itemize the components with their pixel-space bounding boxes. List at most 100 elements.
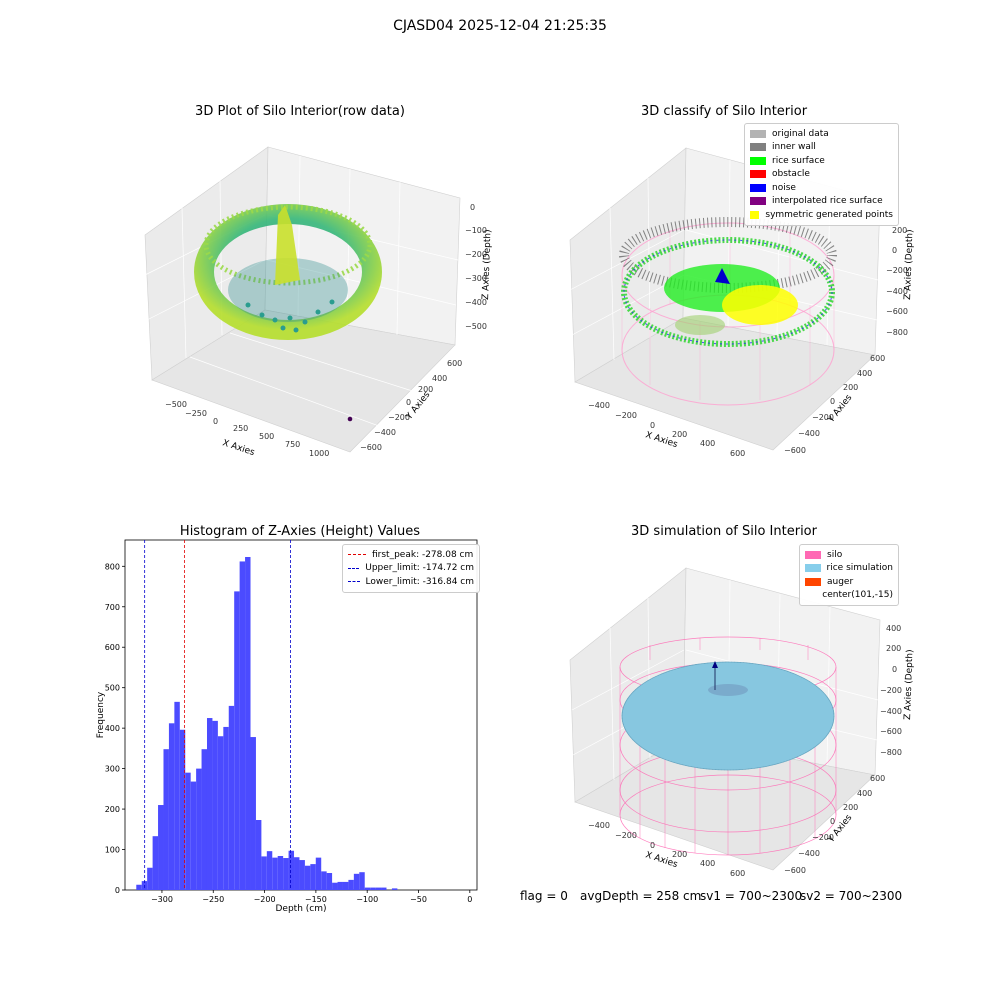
classify-legend-label-symmetric: symmetric generated points [765, 209, 893, 220]
sv1-status: sv1 = 700~2300 [700, 889, 803, 903]
raw-z-tick-4: −400 [465, 298, 487, 307]
simulation-x-tick-3: 200 [672, 850, 687, 859]
raw-z-tick-0: 0 [470, 203, 475, 212]
histogram-reference-lines [144, 540, 291, 890]
classify-x-tick-5: 600 [730, 449, 745, 458]
simulation-legend-label-center: center(101,-15) [822, 590, 893, 601]
classify-legend-noise: noise [750, 181, 893, 195]
raw-z-tick-1: −100 [465, 226, 487, 235]
histogram-legend-label-lower-limit: Lower_limit: -316.84 cm [365, 576, 474, 587]
simulation-y-tick-3: 0 [830, 817, 835, 826]
classify-swatch-symmetric [750, 210, 760, 219]
histogram-bar [381, 887, 387, 890]
histogram-bar [174, 701, 180, 890]
simulation-y-tick-2: 200 [843, 803, 858, 812]
histogram-y-tick-label: 600 [105, 643, 120, 652]
simulation-swatch-auger [805, 577, 821, 586]
classify-x-tick-3: 200 [672, 430, 687, 439]
histogram-x-tick-label: 0 [467, 895, 472, 904]
histogram-bar [337, 881, 343, 890]
rice-simulation-surface [621, 661, 835, 771]
classify-x-tick-0: −400 [588, 401, 610, 410]
histogram-bar [310, 864, 316, 890]
simulation-z-tick-0: 400 [886, 624, 901, 633]
raw-x-tick-1: −250 [185, 409, 207, 418]
classify-legend-label-original: original data [772, 128, 829, 139]
classify-legend-label-obstacle: obstacle [772, 169, 810, 180]
histogram-bar [364, 887, 371, 890]
simulation-z-tick-6: −800 [880, 748, 902, 757]
classify-z-ticks: 200 0 −200 −400 −600 −800 [886, 226, 908, 337]
histogram-bar [359, 872, 365, 890]
histogram-chart: −300 −250 −200 −150 −100 −50 0 0 100 200 300 400 50… [105, 539, 478, 904]
classify-z-tick-1: 0 [892, 246, 897, 255]
raw-y-tick-0: 600 [447, 359, 462, 368]
histogram-bar [136, 884, 142, 890]
histogram-bar [168, 723, 175, 890]
simulation-legend-rice: rice simulation [805, 562, 893, 576]
classify-legend-symmetric: symmetric generated points [750, 208, 893, 222]
simulation-y-tick-4: −200 [812, 833, 834, 842]
sv2-status: sv2 = 700~2300 [800, 889, 903, 903]
classify-point-cloud [619, 217, 837, 406]
histogram-legend-label-first-peak: first_peak: -278.08 cm [372, 549, 474, 560]
histogram-bar [315, 857, 322, 890]
simulation-z-tick-1: 200 [886, 644, 901, 653]
simulation-legend-auger: auger [805, 575, 893, 589]
raw-z-label: Z Axies (Depth) [481, 229, 493, 300]
upper-limit-line-swatch [348, 567, 360, 569]
histogram-bar [277, 856, 284, 890]
raw-x-ticks: −500 −250 0 250 500 750 1000 [165, 400, 329, 458]
classify-swatch-interpolated [750, 197, 766, 206]
avg-depth-status: avgDepth = 258 cm [580, 889, 702, 903]
simulation-x-tick-4: 400 [700, 859, 715, 868]
histogram-bar [272, 857, 278, 890]
simulation-x-tick-1: −200 [615, 831, 637, 840]
histogram-bar [353, 873, 360, 890]
classify-legend-rice-surface: rice surface [750, 154, 893, 168]
raw-y-tick-2: 200 [418, 385, 433, 394]
simulation-x-ticks: −400 −200 0 200 400 600 [588, 821, 745, 878]
histogram-y-ticks: 0 100 200 300 400 500 600 700 800 [105, 562, 125, 895]
classify-swatch-noise [750, 183, 766, 192]
raw-x-tick-5: 750 [285, 440, 300, 449]
histogram-bar [283, 858, 289, 890]
histogram-bar [185, 772, 191, 890]
figure-title: CJASD04 2025-12-04 21:25:35 [393, 18, 607, 34]
histogram-bar [294, 857, 300, 890]
histogram-bar [370, 887, 376, 890]
simulation-plot-title: 3D simulation of Silo Interior [631, 524, 817, 539]
simulation-z-tick-5: −600 [880, 727, 902, 736]
histogram-title: Histogram of Z-Axies (Height) Values [179, 524, 421, 539]
histogram-legend-first-peak: first_peak: -278.08 cm [348, 548, 474, 562]
classify-swatch-inner-wall [750, 143, 766, 152]
simulation-z-tick-2: 0 [892, 665, 897, 674]
histogram-bar [321, 871, 327, 890]
histogram-bar [332, 882, 338, 890]
raw-x-tick-4: 500 [259, 432, 274, 441]
simulation-swatch-center [805, 591, 816, 599]
histogram-y-tick-label: 0 [115, 886, 120, 895]
classify-plot-title: 3D classify of Silo Interior [640, 104, 808, 119]
histogram-bar [147, 867, 153, 890]
auger-marker [712, 661, 718, 690]
classify-swatch-original [750, 129, 766, 138]
histogram-bar [348, 879, 354, 890]
classify-z-label: Z Axies (Depth) [903, 229, 915, 300]
classify-swatch-obstacle [750, 170, 766, 179]
raw-y-tick-3: 0 [406, 398, 411, 407]
histogram-y-tick-label: 400 [105, 724, 120, 733]
histogram-bar [304, 865, 311, 890]
simulation-y-tick-1: 400 [857, 789, 872, 798]
histogram-bar [163, 749, 169, 890]
raw-z-ticks: 0 −100 −200 −300 −400 −500 [465, 203, 487, 331]
histogram-bar [326, 873, 333, 890]
histogram-y-tick-label: 500 [105, 684, 120, 693]
histogram-x-tick-label: −250 [202, 895, 224, 904]
histogram-bar [217, 736, 224, 890]
raw-x-tick-2: 0 [213, 417, 218, 426]
histogram-bar [179, 729, 186, 890]
histogram-bar [223, 726, 229, 890]
simulation-y-tick-5: −400 [798, 849, 820, 858]
classify-x-ticks: −400 −200 0 200 400 600 [588, 401, 745, 458]
